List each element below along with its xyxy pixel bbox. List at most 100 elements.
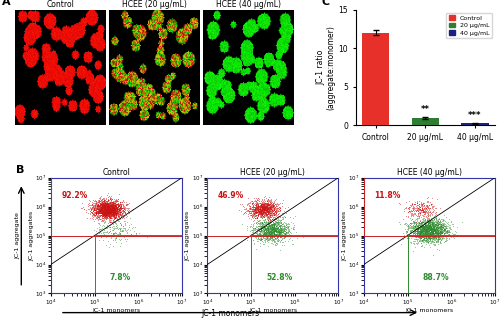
Point [112, 204, 120, 209]
Point [431, 235, 439, 241]
Point [101, 204, 109, 209]
Point [282, 225, 290, 230]
Point [103, 201, 111, 206]
Point [270, 229, 278, 234]
Point [432, 222, 440, 227]
Point [118, 215, 126, 220]
Point [273, 224, 281, 229]
Point [278, 237, 285, 242]
Point [423, 220, 431, 225]
Point [436, 241, 444, 246]
Point [118, 205, 126, 211]
Point [122, 203, 130, 208]
Point [418, 224, 426, 229]
Point [432, 239, 440, 244]
Point [422, 230, 430, 235]
Point [110, 207, 118, 212]
Point [117, 215, 125, 220]
Point [110, 212, 118, 217]
Point [124, 201, 132, 206]
Point [108, 208, 116, 213]
Point [112, 203, 120, 208]
Point [419, 213, 427, 218]
Point [90, 205, 98, 210]
Point [112, 212, 120, 217]
Point [102, 209, 110, 214]
Point [102, 203, 110, 208]
Point [419, 239, 427, 244]
Point [98, 207, 106, 212]
Point [106, 208, 114, 213]
Point [116, 212, 124, 217]
Point [416, 229, 424, 234]
Point [410, 202, 418, 207]
Point [273, 235, 281, 240]
Point [108, 205, 116, 210]
Point [278, 204, 286, 209]
Point [408, 228, 416, 234]
Point [416, 227, 424, 232]
Point [118, 206, 126, 211]
Point [420, 234, 428, 239]
Point [101, 210, 109, 215]
Point [264, 225, 272, 230]
Point [113, 202, 121, 207]
Point [421, 229, 429, 234]
Point [106, 207, 114, 212]
Point [274, 241, 281, 246]
Point [266, 235, 274, 240]
Point [92, 202, 100, 207]
Point [106, 206, 114, 211]
Point [108, 212, 116, 217]
Point [115, 204, 123, 209]
Point [420, 218, 428, 223]
Point [272, 226, 280, 231]
Point [92, 207, 100, 212]
Point [106, 208, 114, 213]
Point [284, 229, 292, 234]
Point [112, 213, 120, 218]
Point [114, 218, 122, 223]
Point [250, 206, 258, 211]
Point [106, 220, 114, 225]
Point [407, 220, 415, 226]
Point [417, 228, 425, 233]
Point [127, 222, 135, 227]
Point [258, 228, 266, 233]
Point [104, 210, 112, 215]
Point [267, 227, 275, 232]
Point [248, 228, 256, 233]
Point [112, 224, 120, 229]
Point [278, 226, 285, 232]
Point [290, 223, 298, 228]
Point [262, 202, 270, 207]
Point [428, 221, 436, 226]
Point [435, 228, 443, 233]
Point [414, 230, 422, 235]
Point [120, 210, 128, 215]
Point [118, 206, 126, 211]
Point [106, 211, 114, 217]
Point [418, 231, 426, 236]
Point [257, 211, 265, 216]
Point [252, 204, 260, 209]
Point [418, 224, 426, 229]
Point [436, 228, 444, 233]
Point [118, 208, 126, 213]
Point [274, 225, 281, 230]
Point [270, 206, 278, 211]
Point [438, 226, 446, 232]
Point [432, 230, 440, 235]
Point [268, 235, 276, 241]
Point [430, 229, 438, 234]
Point [130, 225, 138, 230]
Point [416, 207, 424, 212]
Point [434, 225, 442, 230]
Point [103, 204, 111, 209]
Point [100, 206, 108, 211]
Point [276, 226, 283, 231]
Point [268, 226, 276, 232]
Point [414, 226, 422, 232]
Point [106, 209, 114, 214]
Point [110, 210, 118, 215]
